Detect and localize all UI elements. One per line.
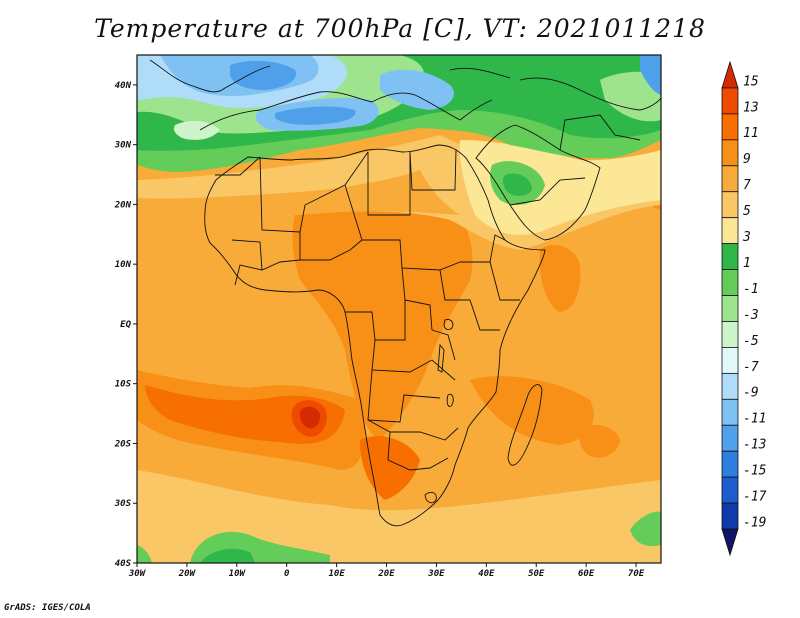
- colorbar-swatch: [721, 295, 739, 322]
- x-tick-label: 10W: [229, 569, 247, 579]
- y-tick-label: EQ: [120, 320, 131, 330]
- map-title: Temperature at 700hPa [C], VT: 202101121…: [94, 14, 706, 43]
- y-tick-label: 10N: [115, 260, 132, 270]
- colorbar-label: 3: [742, 230, 751, 245]
- colorbar-swatch: [721, 502, 739, 530]
- y-tick-label: 30S: [114, 499, 132, 509]
- colorbar-label: -13: [743, 438, 766, 453]
- colorbar-label: -15: [743, 464, 767, 479]
- colorbar-label: -3: [743, 308, 759, 323]
- colorbar-label: 1: [743, 256, 751, 271]
- colorbar-swatch: [721, 191, 739, 219]
- colorbar-swatch: [721, 347, 739, 374]
- colorbar-label: -7: [743, 360, 759, 375]
- colorbar-swatch: [721, 372, 739, 400]
- colorbar-swatch: [721, 424, 739, 452]
- colorbar-swatch: [721, 60, 739, 89]
- x-tick-label: 40E: [478, 569, 495, 579]
- colorbar-label: 15: [743, 74, 759, 89]
- x-tick-label: 60E: [578, 569, 595, 579]
- colorbar-label: -17: [743, 490, 767, 505]
- x-tick-label: 30E: [427, 569, 445, 579]
- colorbar-label: 11: [743, 126, 759, 141]
- map-frame: [136, 54, 662, 564]
- colorbar-label: -1: [743, 282, 759, 297]
- colorbar-label: 9: [743, 152, 751, 167]
- x-tick-label: 20E: [377, 569, 395, 579]
- colorbar-label: -19: [743, 515, 766, 530]
- y-tick-label: 40S: [115, 559, 132, 569]
- colorbar-swatch: [721, 476, 739, 504]
- colorbar-label: 13: [743, 100, 759, 115]
- colorbar-label: -5: [743, 334, 759, 349]
- colorbar-label: 5: [743, 204, 751, 219]
- colorbar-swatch: [721, 243, 739, 270]
- colorbar-label: 7: [743, 178, 751, 193]
- colorbar-swatch: [721, 165, 739, 193]
- colorbar-swatch: [721, 321, 739, 348]
- grads-credit: GrADS: IGES/COLA: [4, 603, 91, 613]
- x-tick-label: 30W: [128, 569, 147, 579]
- colorbar-swatch: [721, 398, 739, 426]
- coastlines-and-borders: [149, 59, 661, 527]
- y-tick-label: 30N: [114, 141, 132, 151]
- colorbar-swatch: [721, 217, 739, 245]
- colorbar-swatch: [721, 269, 739, 296]
- colorbar-label: -9: [743, 386, 759, 401]
- y-tick-label: 40N: [115, 81, 132, 91]
- x-tick-label: 20W: [178, 569, 197, 579]
- x-tick-label: 50E: [528, 569, 545, 579]
- temperature-field: [137, 55, 661, 563]
- colorbar: 15 13 11 9 7 5 3 1 -1 -3 -5 -7 -9 -11 -13 -15 -17 -19: [721, 60, 767, 557]
- axis-labels: 30W 20W 10W 0 10E 20E 30E 40E 50E 60E 70E 40N 30N 20N…: [114, 81, 645, 579]
- colorbar-label: -11: [743, 412, 766, 427]
- colorbar-swatch: [721, 139, 739, 167]
- x-tick-label: 70E: [628, 569, 645, 579]
- x-tick-label: 10E: [328, 569, 345, 579]
- axis-ticks: [133, 84, 637, 567]
- y-tick-label: 20S: [114, 439, 132, 449]
- colorbar-swatch: [721, 87, 739, 115]
- colorbar-swatch: [721, 450, 739, 478]
- y-tick-label: 10S: [115, 380, 132, 390]
- colorbar-swatch: [721, 113, 739, 141]
- x-tick-label: 0: [284, 569, 290, 579]
- y-tick-label: 20N: [114, 200, 132, 210]
- colorbar-swatch: [721, 528, 739, 557]
